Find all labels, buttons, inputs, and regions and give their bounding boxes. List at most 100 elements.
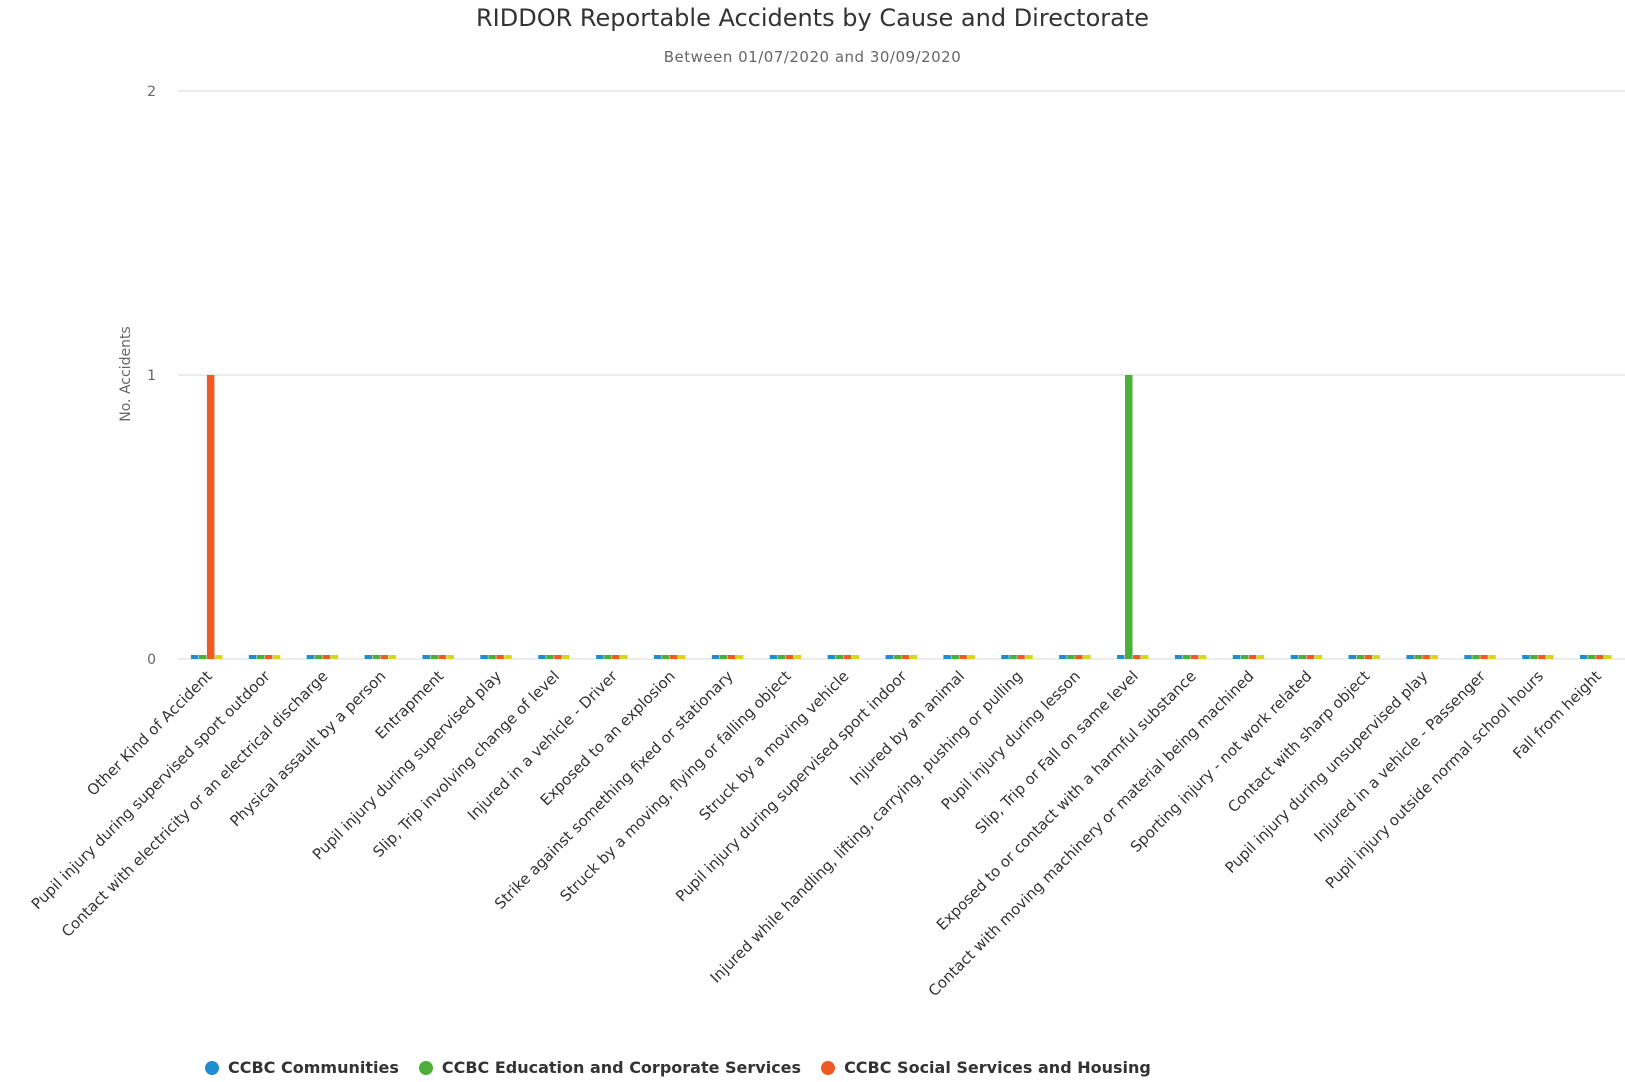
- bar[interactable]: [959, 655, 967, 659]
- bar[interactable]: [314, 655, 323, 659]
- bar[interactable]: [1480, 655, 1488, 659]
- bar[interactable]: [893, 655, 902, 659]
- bar[interactable]: [769, 655, 778, 659]
- bar[interactable]: [1125, 375, 1133, 659]
- bar[interactable]: [1604, 655, 1612, 659]
- bar[interactable]: [677, 655, 686, 659]
- legend-item[interactable]: CCBC Education and Corporate Services: [418, 1058, 801, 1077]
- bar[interactable]: [372, 655, 381, 659]
- bar[interactable]: [885, 655, 894, 659]
- bar[interactable]: [1472, 655, 1480, 659]
- bar[interactable]: [1414, 655, 1422, 659]
- bar[interactable]: [1240, 655, 1249, 659]
- bar[interactable]: [562, 655, 570, 659]
- bar[interactable]: [380, 655, 389, 659]
- bar[interactable]: [272, 655, 281, 659]
- bar[interactable]: [364, 655, 373, 659]
- bar[interactable]: [1256, 655, 1265, 659]
- bar[interactable]: [951, 655, 959, 659]
- bar[interactable]: [1298, 655, 1307, 659]
- bar[interactable]: [504, 655, 512, 659]
- bar[interactable]: [388, 655, 397, 659]
- bar[interactable]: [1083, 655, 1091, 659]
- bar[interactable]: [777, 655, 786, 659]
- bar[interactable]: [1546, 655, 1554, 659]
- bar[interactable]: [1422, 655, 1430, 659]
- bar[interactable]: [1372, 655, 1381, 659]
- bar[interactable]: [1588, 655, 1596, 659]
- bar[interactable]: [827, 655, 836, 659]
- bar[interactable]: [1596, 655, 1604, 659]
- bar[interactable]: [1356, 655, 1365, 659]
- bar[interactable]: [214, 655, 223, 659]
- bar[interactable]: [446, 655, 454, 659]
- bar[interactable]: [480, 655, 488, 659]
- bar[interactable]: [1406, 655, 1414, 659]
- bar[interactable]: [1182, 655, 1191, 659]
- bar[interactable]: [330, 655, 339, 659]
- bar[interactable]: [1067, 655, 1075, 659]
- bar[interactable]: [198, 655, 207, 659]
- bar[interactable]: [488, 655, 496, 659]
- bar[interactable]: [206, 375, 215, 659]
- bar[interactable]: [438, 655, 446, 659]
- bar[interactable]: [843, 655, 852, 659]
- bar[interactable]: [596, 655, 604, 659]
- bar[interactable]: [835, 655, 844, 659]
- bar[interactable]: [264, 655, 273, 659]
- bar[interactable]: [554, 655, 562, 659]
- bar[interactable]: [1364, 655, 1373, 659]
- bar[interactable]: [661, 655, 670, 659]
- bar[interactable]: [1290, 655, 1299, 659]
- bar[interactable]: [1248, 655, 1257, 659]
- bar[interactable]: [1174, 655, 1183, 659]
- bar[interactable]: [496, 655, 504, 659]
- bar[interactable]: [719, 655, 728, 659]
- bar[interactable]: [1530, 655, 1538, 659]
- legend-item[interactable]: CCBC Social Services and Housing: [821, 1058, 1151, 1077]
- bar[interactable]: [1017, 655, 1025, 659]
- bar[interactable]: [612, 655, 620, 659]
- bar[interactable]: [620, 655, 628, 659]
- bar[interactable]: [430, 655, 438, 659]
- bar[interactable]: [793, 655, 802, 659]
- bar[interactable]: [901, 655, 910, 659]
- bar[interactable]: [306, 655, 315, 659]
- bar[interactable]: [1306, 655, 1315, 659]
- bar[interactable]: [1430, 655, 1438, 659]
- bar[interactable]: [1538, 655, 1546, 659]
- bar[interactable]: [1232, 655, 1241, 659]
- bar[interactable]: [322, 655, 331, 659]
- bar[interactable]: [851, 655, 860, 659]
- bar[interactable]: [1348, 655, 1357, 659]
- bar[interactable]: [1580, 655, 1588, 659]
- bar[interactable]: [1464, 655, 1472, 659]
- bar[interactable]: [546, 655, 554, 659]
- bar[interactable]: [1009, 655, 1017, 659]
- bar[interactable]: [1025, 655, 1033, 659]
- bar[interactable]: [422, 655, 430, 659]
- bar[interactable]: [653, 655, 662, 659]
- bar[interactable]: [943, 655, 951, 659]
- bar[interactable]: [1314, 655, 1323, 659]
- bar[interactable]: [727, 655, 736, 659]
- bar[interactable]: [669, 655, 678, 659]
- bar[interactable]: [1117, 655, 1125, 659]
- bar[interactable]: [1133, 655, 1141, 659]
- bar[interactable]: [604, 655, 612, 659]
- bar[interactable]: [1075, 655, 1083, 659]
- legend-item[interactable]: CCBC Communities: [205, 1058, 399, 1077]
- bar[interactable]: [967, 655, 975, 659]
- bar[interactable]: [785, 655, 794, 659]
- bar[interactable]: [1141, 655, 1149, 659]
- bar[interactable]: [190, 655, 199, 659]
- bar[interactable]: [1190, 655, 1199, 659]
- bar[interactable]: [735, 655, 744, 659]
- bar[interactable]: [248, 655, 257, 659]
- bar[interactable]: [256, 655, 265, 659]
- bar[interactable]: [909, 655, 918, 659]
- bar[interactable]: [1198, 655, 1207, 659]
- bar[interactable]: [711, 655, 720, 659]
- bar[interactable]: [1522, 655, 1530, 659]
- bar[interactable]: [1488, 655, 1496, 659]
